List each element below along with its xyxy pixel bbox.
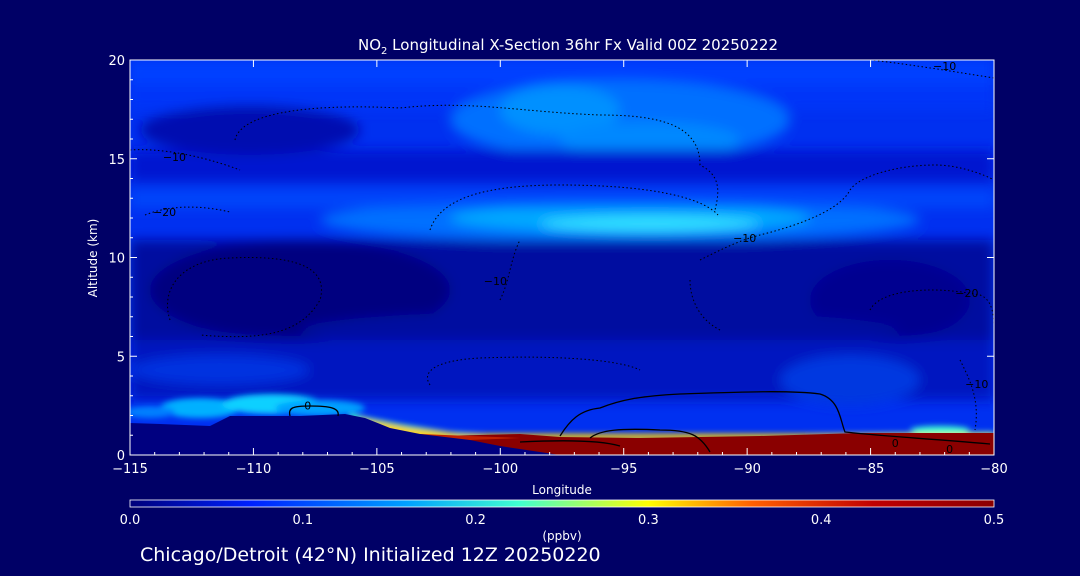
x-tick-label: −90 [733,462,760,477]
contour-label: −20 [955,287,978,300]
zero-contours [288,391,991,453]
y-tick-label: 10 [108,252,125,267]
x-tick-label: −80 [980,462,1007,477]
contour-label: −10 [484,275,507,288]
contour-label: −10 [933,60,956,73]
contour-label: 0 [304,400,311,413]
chart-title: NO2 Longitudinal X-Section 36hr Fx Valid… [358,36,778,57]
colorbar-tick-label: 0.3 [638,513,659,528]
colorbar-tick-label: 0.2 [465,513,486,528]
x-tick-label: −85 [857,462,884,477]
colorbar-ticks: 0.0 0.1 0.2 0.3 0.4 0.5 [120,513,1005,528]
contour-label: −10 [733,232,756,245]
contour-label: 0 [892,437,899,450]
y-axis-label: Altitude (km) [86,219,100,298]
contour-label: −10 [965,378,988,391]
x-tick-label: −110 [236,462,272,477]
y-tick-label: 15 [108,153,125,168]
colorbar-tick-label: 0.4 [811,513,832,528]
x-tick-label: −115 [112,462,148,477]
colorbar-tick-label: 0.0 [120,513,141,528]
y-tick-label: 5 [117,350,125,365]
terrain-mask [130,414,560,455]
colorbar-tick-label: 0.5 [984,513,1005,528]
x-tick-label: −105 [359,462,395,477]
contour-label: −20 [153,206,176,219]
contour-label-group: −10 −10 −20 −10 −10 −20 −10 0 0 0 [153,60,988,456]
heatmap-field: −10 −10 −20 −10 −10 −20 −10 0 0 0 [130,60,994,456]
x-axis-label: Longitude [532,483,592,497]
x-tick-label: −95 [610,462,637,477]
negative-contours [130,60,994,431]
y-tick-label: 0 [117,449,125,464]
colorbar-label: (ppbv) [542,529,581,543]
colorbar-tick-label: 0.1 [292,513,313,528]
surface-high-no2-layer [440,433,994,455]
x-tick-label: −100 [482,462,518,477]
colorbar [129,499,995,508]
y-tick-label: 20 [108,54,125,69]
footer-caption: Chicago/Detroit (42°N) Initialized 12Z 2… [140,544,601,566]
contour-label: −10 [163,151,186,164]
y-axis: 0 5 10 15 20 [108,54,994,464]
contour-label: 0 [946,443,953,456]
heatmap-blobs [130,60,994,405]
x-axis: −115 −110 −105 −100 −95 −90 −85 −80 [112,60,1008,477]
